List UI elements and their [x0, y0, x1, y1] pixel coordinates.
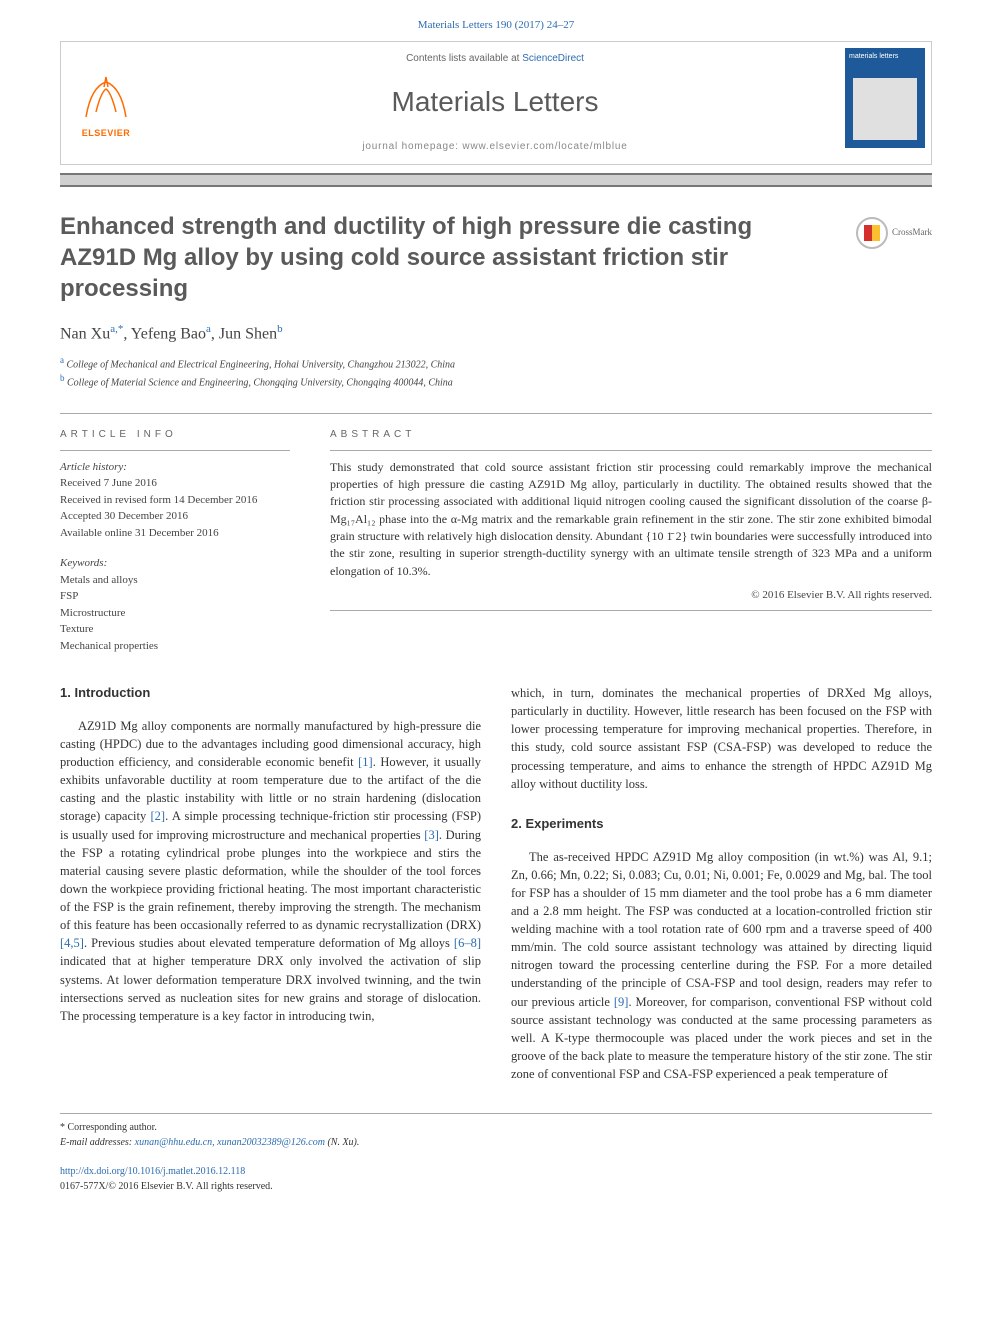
column-right: which, in turn, dominates the mechanical…: [511, 684, 932, 1083]
abstract-label: ABSTRACT: [330, 428, 932, 442]
experiments-paragraph: The as-received HPDC AZ91D Mg alloy comp…: [511, 848, 932, 1084]
column-left: 1. Introduction AZ91D Mg alloy component…: [60, 684, 481, 1083]
abstract-copyright: © 2016 Elsevier B.V. All rights reserved…: [330, 588, 932, 603]
crossmark-text: CrossMark: [892, 226, 932, 239]
header-center: Contents lists available at ScienceDirec…: [151, 42, 839, 163]
affiliation: b College of Material Science and Engine…: [60, 372, 932, 390]
accepted-date: Accepted 30 December 2016: [60, 508, 290, 525]
article-history: Article history: Received 7 June 2016 Re…: [60, 459, 290, 655]
email-owner: (N. Xu).: [327, 1137, 359, 1148]
online-date: Available online 31 December 2016: [60, 525, 290, 542]
abstract-column: ABSTRACT This study demonstrated that co…: [330, 428, 932, 655]
homepage-line: journal homepage: www.elsevier.com/locat…: [151, 140, 839, 154]
email-label: E-mail addresses:: [60, 1137, 132, 1148]
title-section: Enhanced strength and ductility of high …: [60, 211, 932, 305]
affil-sup: b: [60, 373, 65, 383]
divider-bar: [60, 173, 932, 187]
intro-paragraph: AZ91D Mg alloy components are normally m…: [60, 717, 481, 1025]
intro-continued: which, in turn, dominates the mechanical…: [511, 684, 932, 793]
doi-line: http://dx.doi.org/10.1016/j.matlet.2016.…: [60, 1164, 932, 1194]
section-heading-intro: 1. Introduction: [60, 684, 481, 703]
crossmark-icon: [856, 217, 888, 249]
meta-abstract-row: ARTICLE INFO Article history: Received 7…: [60, 428, 932, 655]
received-date: Received 7 June 2016: [60, 475, 290, 492]
contents-line: Contents lists available at ScienceDirec…: [151, 52, 839, 66]
author-sup: a: [206, 323, 211, 335]
article-info-column: ARTICLE INFO Article history: Received 7…: [60, 428, 290, 655]
footer: * Corresponding author. E-mail addresses…: [60, 1113, 932, 1194]
citation: Materials Letters 190 (2017) 24–27: [0, 0, 992, 41]
issn-copyright: 0167-577X/© 2016 Elsevier B.V. All right…: [60, 1181, 273, 1192]
journal-header: ELSEVIER Contents lists available at Sci…: [60, 41, 932, 164]
journal-name: Materials Letters: [151, 82, 839, 121]
sciencedirect-link[interactable]: ScienceDirect: [522, 53, 584, 64]
article-title: Enhanced strength and ductility of high …: [60, 211, 932, 305]
affil-text: College of Mechanical and Electrical Eng…: [67, 359, 456, 370]
keyword: Mechanical properties: [60, 638, 290, 655]
homepage-prefix: journal homepage:: [362, 141, 462, 152]
author: Jun Shen: [219, 325, 277, 342]
rule: [60, 450, 290, 451]
author-sup: b: [277, 323, 283, 335]
publisher-name: ELSEVIER: [82, 127, 131, 140]
keywords-heading: Keywords:: [60, 555, 290, 572]
affiliations: a College of Mechanical and Electrical E…: [60, 354, 932, 391]
section-heading-experiments: 2. Experiments: [511, 815, 932, 834]
journal-cover-thumbnail: [845, 48, 925, 148]
abstract-text: This study demonstrated that cold source…: [330, 459, 932, 581]
rule: [330, 610, 932, 611]
affiliation: a College of Mechanical and Electrical E…: [60, 354, 932, 372]
author: Nan Xu: [60, 325, 110, 342]
keyword: Texture: [60, 621, 290, 638]
author: Yefeng Bao: [131, 325, 206, 342]
rule: [330, 450, 932, 451]
history-heading: Article history:: [60, 459, 290, 476]
doi-link[interactable]: http://dx.doi.org/10.1016/j.matlet.2016.…: [60, 1166, 245, 1177]
email-line: E-mail addresses: xunan@hhu.edu.cn, xuna…: [60, 1135, 932, 1150]
elsevier-logo: ELSEVIER: [61, 42, 151, 163]
homepage-url[interactable]: www.elsevier.com/locate/mlblue: [462, 141, 627, 152]
contents-prefix: Contents lists available at: [406, 53, 522, 64]
keyword: Microstructure: [60, 605, 290, 622]
email-link[interactable]: xunan@hhu.edu.cn, xunan20032389@126.com: [135, 1137, 325, 1148]
rule: [60, 413, 932, 414]
revised-date: Received in revised form 14 December 201…: [60, 492, 290, 509]
author-sup: a,*: [110, 323, 123, 335]
authors: Nan Xua,*, Yefeng Baoa, Jun Shenb: [60, 322, 932, 346]
affil-text: College of Material Science and Engineer…: [67, 378, 453, 389]
article-info-label: ARTICLE INFO: [60, 428, 290, 442]
crossmark-badge[interactable]: CrossMark: [856, 217, 932, 249]
body-columns: 1. Introduction AZ91D Mg alloy component…: [60, 684, 932, 1083]
keyword: Metals and alloys: [60, 572, 290, 589]
keyword: FSP: [60, 588, 290, 605]
affil-sup: a: [60, 355, 64, 365]
corresponding-author: * Corresponding author.: [60, 1120, 932, 1135]
